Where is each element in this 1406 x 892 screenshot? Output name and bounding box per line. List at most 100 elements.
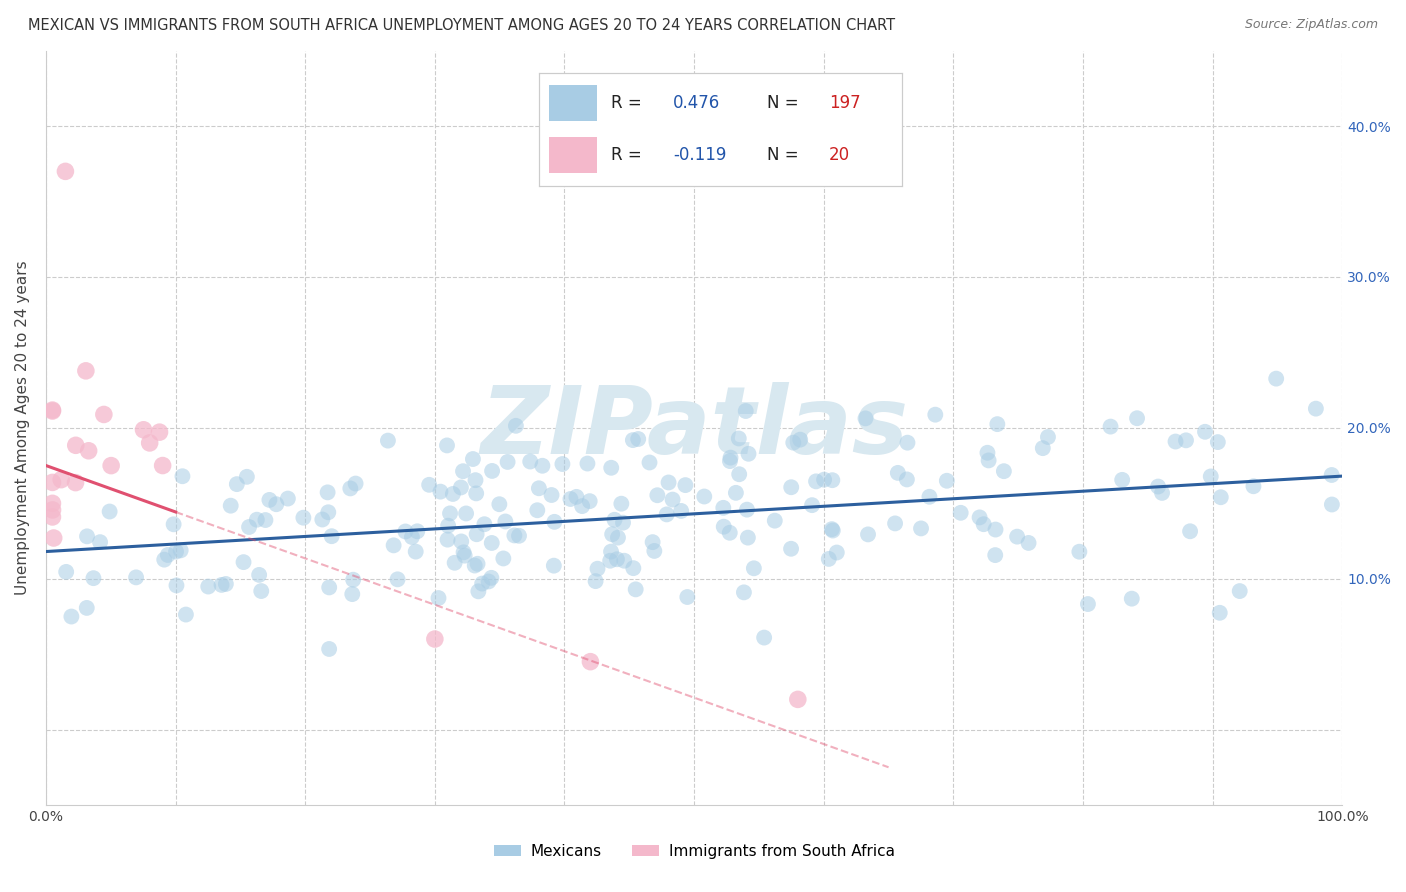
Point (735, 502, 758, 516)
Point (1229, 584, 1251, 599)
Point (560, 491, 582, 506)
Point (496, 455, 519, 469)
Point (600, 544, 623, 558)
Point (172, 469, 194, 483)
Point (1005, 530, 1028, 544)
Point (600, 527, 623, 541)
Point (481, 536, 503, 550)
Point (342, 573, 364, 587)
Point (1199, 469, 1222, 483)
Point (1320, 468, 1343, 483)
Point (607, 531, 630, 545)
Point (266, 497, 288, 511)
Point (1111, 473, 1133, 487)
Point (100, 458, 122, 473)
Point (737, 531, 759, 545)
Point (1077, 597, 1099, 611)
Point (382, 538, 405, 552)
Point (162, 517, 184, 532)
Point (627, 432, 650, 446)
Point (1032, 441, 1054, 455)
Point (394, 524, 416, 539)
Point (676, 590, 699, 604)
Point (578, 494, 600, 508)
Point (454, 549, 477, 563)
Point (51, 473, 73, 487)
Point (174, 607, 197, 622)
Point (551, 457, 574, 471)
Point (42, 531, 65, 545)
Point (673, 478, 696, 492)
Point (41, 496, 63, 510)
Point (277, 491, 299, 506)
Point (720, 450, 742, 465)
Point (427, 591, 450, 605)
Point (1164, 434, 1187, 449)
Point (724, 485, 747, 500)
Point (152, 458, 174, 473)
Point (1121, 591, 1143, 606)
Point (467, 557, 489, 571)
Point (763, 514, 786, 528)
Point (543, 558, 565, 573)
Point (153, 552, 176, 566)
Point (246, 513, 269, 527)
Point (713, 519, 735, 533)
Point (737, 447, 759, 461)
Point (232, 555, 254, 569)
Text: Source: ZipAtlas.com: Source: ZipAtlas.com (1244, 18, 1378, 31)
Point (132, 423, 155, 437)
Point (465, 527, 488, 541)
Point (801, 498, 824, 512)
Point (565, 490, 588, 504)
Point (621, 561, 644, 575)
Point (821, 524, 844, 538)
Point (624, 582, 647, 597)
Point (727, 432, 749, 446)
Point (453, 545, 475, 559)
Point (321, 529, 343, 543)
Point (508, 529, 530, 543)
Point (1194, 425, 1216, 439)
Point (856, 527, 879, 541)
Y-axis label: Unemployment Among Ages 20 to 24 years: Unemployment Among Ages 20 to 24 years (15, 260, 30, 595)
Point (884, 516, 907, 531)
Point (429, 484, 451, 499)
Point (436, 533, 458, 547)
Point (443, 556, 465, 570)
Point (647, 488, 669, 502)
Point (342, 587, 364, 601)
Point (1175, 434, 1198, 448)
Point (1206, 435, 1229, 450)
Point (984, 548, 1007, 562)
Point (471, 576, 494, 591)
Point (477, 574, 499, 589)
Point (387, 572, 409, 586)
Point (949, 506, 972, 520)
Point (1209, 606, 1232, 620)
Point (98, 504, 121, 518)
Point (661, 492, 683, 507)
Point (718, 525, 741, 540)
Point (456, 507, 478, 521)
Point (41, 475, 63, 490)
Point (1099, 419, 1122, 434)
Point (311, 512, 333, 526)
Point (910, 521, 932, 535)
Point (973, 517, 995, 532)
Point (247, 567, 270, 582)
Point (669, 504, 692, 518)
Point (1069, 545, 1091, 559)
Point (405, 544, 427, 558)
Point (986, 417, 1008, 431)
Point (197, 580, 219, 594)
Point (65, 438, 87, 452)
Point (655, 508, 678, 522)
Point (138, 436, 160, 450)
Point (437, 518, 460, 533)
Point (377, 434, 399, 448)
Point (492, 551, 515, 566)
Point (494, 515, 516, 529)
Point (643, 544, 665, 558)
Point (887, 466, 910, 480)
